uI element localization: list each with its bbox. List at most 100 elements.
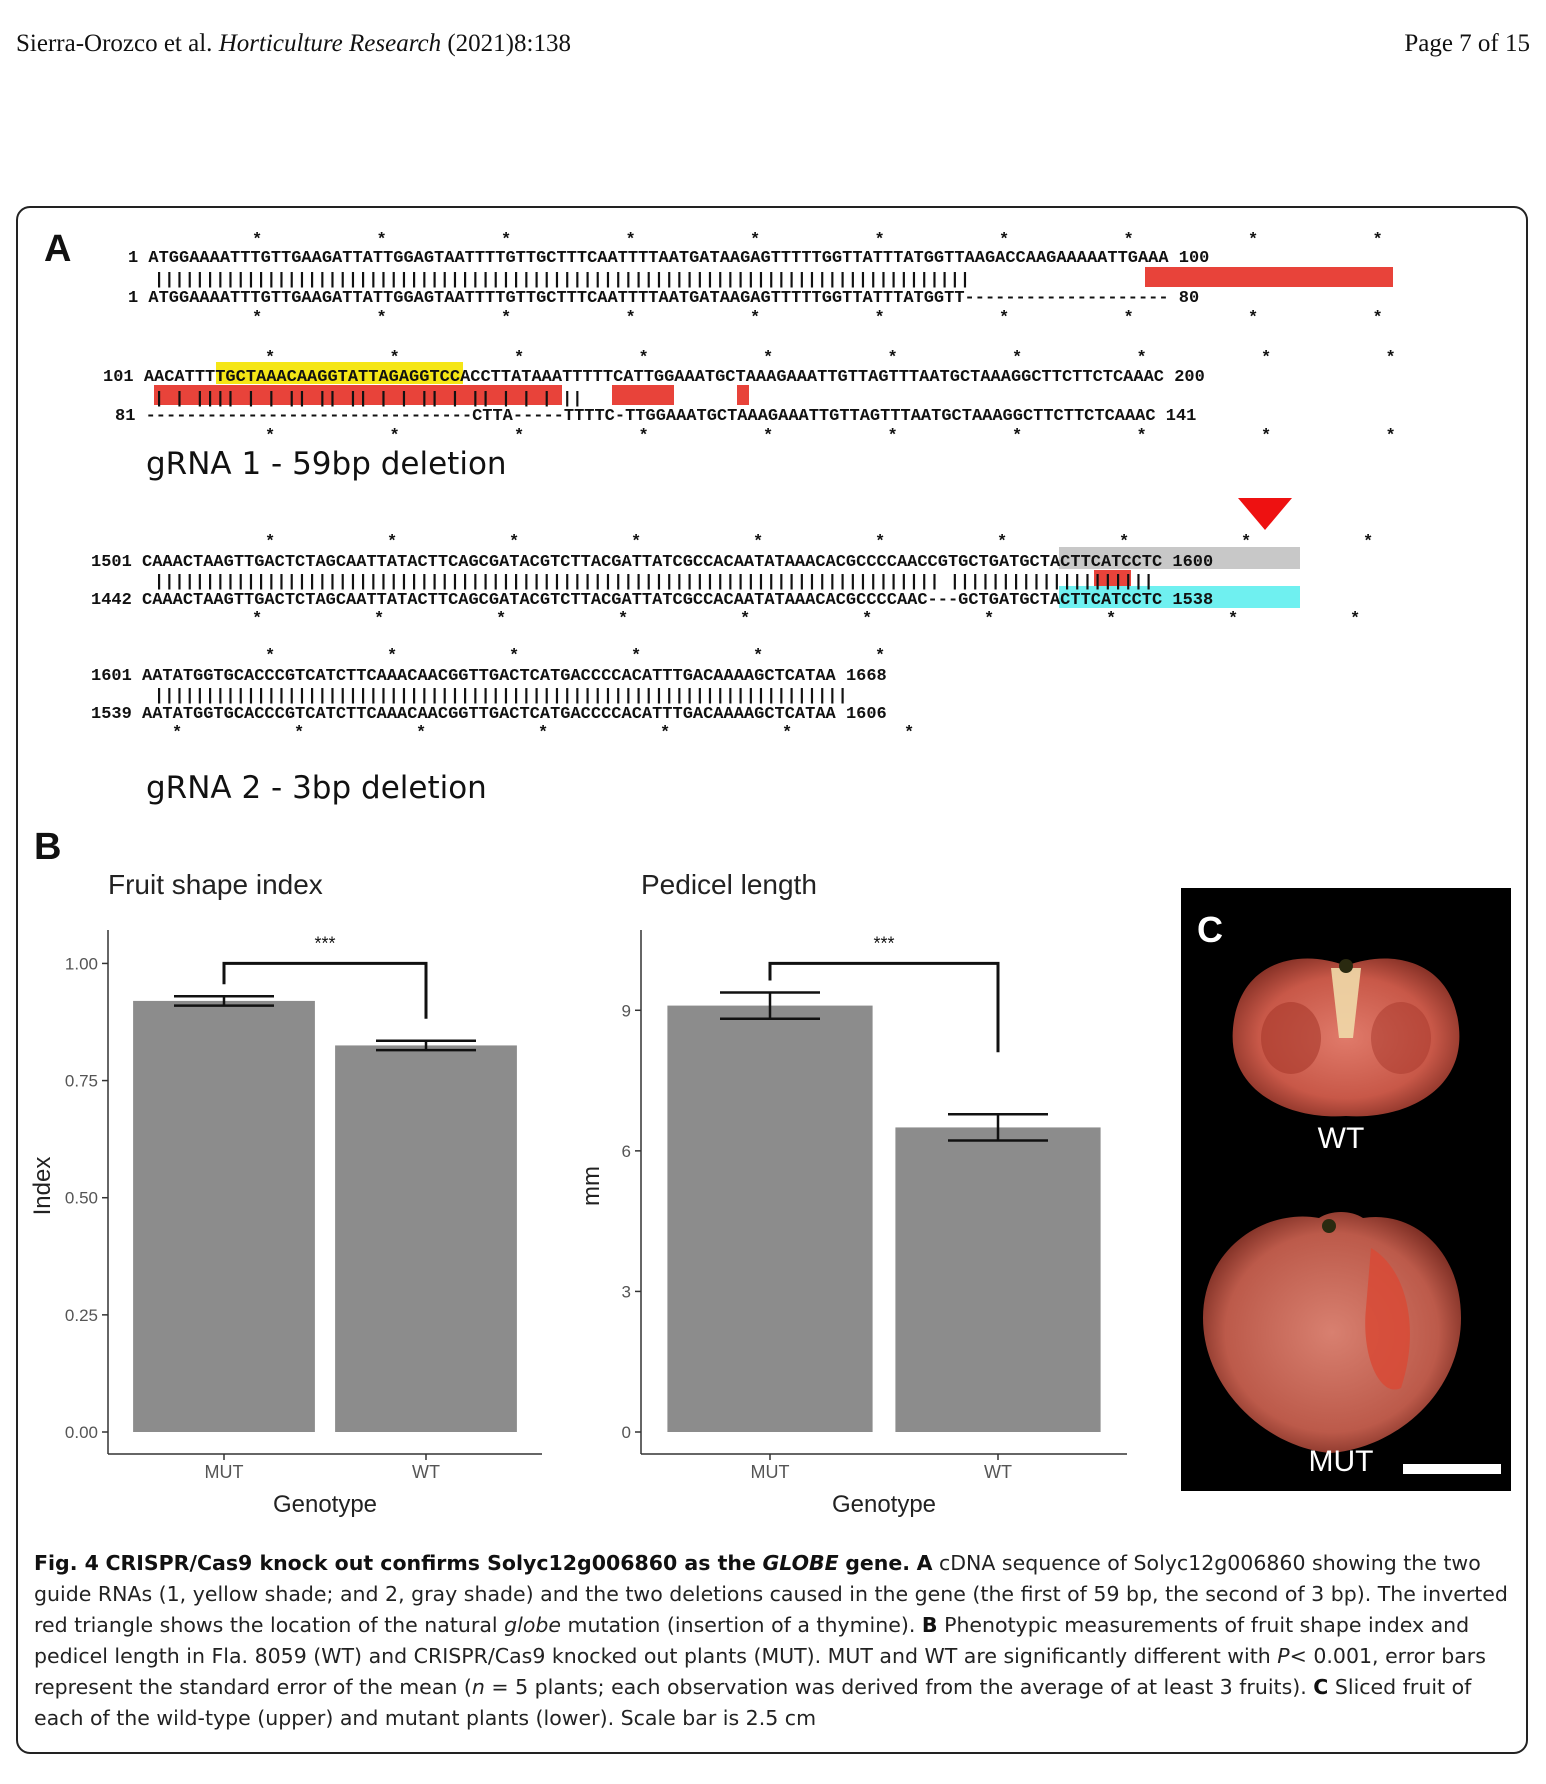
running-header: Sierra-Orozco et al. Horticulture Resear… [16, 30, 571, 58]
position-star: * [984, 610, 994, 629]
chart-title: Fruit shape index [108, 869, 323, 900]
position-star: * [252, 610, 262, 629]
position-star: * [763, 427, 773, 446]
position-star: * [888, 349, 898, 368]
grna1-highlight [216, 362, 463, 384]
position-star: * [618, 610, 628, 629]
position-star: * [660, 724, 670, 743]
bar-wt [335, 1045, 517, 1432]
position-star: * [1248, 231, 1258, 250]
deletion-bar [612, 385, 674, 405]
grna2-label: gRNA 2 - 3bp deletion [146, 770, 487, 806]
seq-row-top: 1 ATGGAAAATTTGTTGAAGATTATTGGAGTAATTTTGTT… [128, 249, 1209, 268]
bar-mut [667, 1005, 873, 1432]
position-star: * [1106, 610, 1116, 629]
seq-row-bottom: 1539 AATATGGTGCACCCGTCATCTTCAAACAACGGTTG… [91, 705, 887, 724]
x-tick-label: WT [412, 1462, 440, 1482]
position-star: * [1386, 349, 1396, 368]
page-number: Page 7 of 15 [1404, 30, 1530, 57]
position-star: * [626, 309, 636, 328]
position-star: * [1363, 533, 1373, 552]
deletion-bar [154, 385, 562, 405]
mut-photo-label: MUT [1309, 1445, 1374, 1478]
caption-fig-number: Fig. 4 [34, 1551, 99, 1575]
significance-stars: *** [873, 933, 894, 953]
position-star: * [753, 647, 763, 666]
position-star: * [782, 724, 792, 743]
position-star: * [377, 231, 387, 250]
position-star: * [265, 349, 275, 368]
y-axis-title: Index [29, 1157, 56, 1216]
position-star: * [997, 533, 1007, 552]
position-star: * [509, 647, 519, 666]
position-star: * [999, 231, 1009, 250]
position-star: * [265, 533, 275, 552]
position-star: * [875, 647, 885, 666]
y-tick-label: 3 [622, 1282, 631, 1301]
chart-fruit-shape-index: Fruit shape index 0.00 0.25 0.50 0.75 1.00 MUT… [29, 869, 542, 1518]
position-star: * [172, 724, 182, 743]
position-star: * [252, 231, 262, 250]
position-star: * [1248, 309, 1258, 328]
position-star: * [1373, 309, 1383, 328]
seq-row-top: 1601 AATATGGTGCACCCGTCATCTTCAAACAACGGTTG… [91, 667, 887, 686]
wt-fruit [1232, 958, 1460, 1117]
position-star: * [294, 724, 304, 743]
match-bars: ||||||||||||||||||||||||||||||||||||||||… [154, 687, 848, 706]
position-star: * [999, 309, 1009, 328]
significance-stars: *** [314, 933, 335, 953]
position-star: * [377, 309, 387, 328]
position-star: * [875, 309, 885, 328]
y-tick-label: 0.00 [65, 1423, 98, 1442]
chart-pedicel-length: Pedicel length 0 3 6 9 MUT WT *** Genotype mm [578, 869, 1127, 1518]
position-star: * [875, 231, 885, 250]
y-axis-title: mm [578, 1166, 605, 1206]
position-star: * [750, 231, 760, 250]
y-tick-label: 0.25 [65, 1306, 98, 1325]
x-axis-title: Genotype [832, 1491, 936, 1518]
bar-mut [133, 1000, 315, 1432]
position-star: * [387, 647, 397, 666]
deletion-bar [1145, 267, 1393, 287]
position-star: * [1373, 231, 1383, 250]
position-star: * [416, 724, 426, 743]
position-star: * [753, 533, 763, 552]
position-star: * [374, 610, 384, 629]
position-star: * [1261, 427, 1271, 446]
position-star: * [265, 427, 275, 446]
position-star: * [387, 533, 397, 552]
scale-bar [1403, 1464, 1501, 1474]
bar-wt [895, 1127, 1101, 1432]
position-star: * [514, 427, 524, 446]
position-star: * [390, 427, 400, 446]
position-star: * [1228, 610, 1238, 629]
seq-row-top: 1501 CAAACTAAGTTGACTCTAGCAATTATACTTCAGCG… [91, 553, 1213, 572]
figure-frame [16, 206, 1528, 1754]
seq-row-top: 101 AACATTTTGCTAAACAAGGTATTAGAGGTCCACCTT… [103, 368, 1205, 387]
significance-bracket [768, 961, 1000, 1053]
position-star: * [904, 724, 914, 743]
position-star: * [750, 309, 760, 328]
x-tick-label: MUT [751, 1462, 790, 1482]
position-star: * [265, 647, 275, 666]
position-star: * [501, 309, 511, 328]
y-tick-label: 0 [622, 1423, 631, 1442]
position-star: * [1124, 309, 1134, 328]
match-bars: | | |||| | | || || || | | || | || | | | … [154, 390, 582, 409]
position-star: * [496, 610, 506, 629]
panel-label-c: C [1197, 909, 1223, 950]
y-tick-label: 1.00 [65, 954, 98, 973]
mut-fruit [1203, 1212, 1461, 1453]
position-star: * [631, 533, 641, 552]
panel-label-b: B [34, 826, 62, 868]
y-tick-label: 0.75 [65, 1072, 98, 1091]
seq-row-bottom: 1442 CAAACTAAGTTGACTCTAGCAATTATACTTCAGCG… [91, 591, 1213, 610]
deletion-bar [1094, 570, 1131, 588]
chart-title: Pedicel length [641, 869, 817, 900]
deletion-bar [737, 385, 749, 405]
position-star: * [390, 349, 400, 368]
position-star: * [639, 427, 649, 446]
mutant-highlight [1059, 586, 1300, 608]
position-star: * [740, 610, 750, 629]
